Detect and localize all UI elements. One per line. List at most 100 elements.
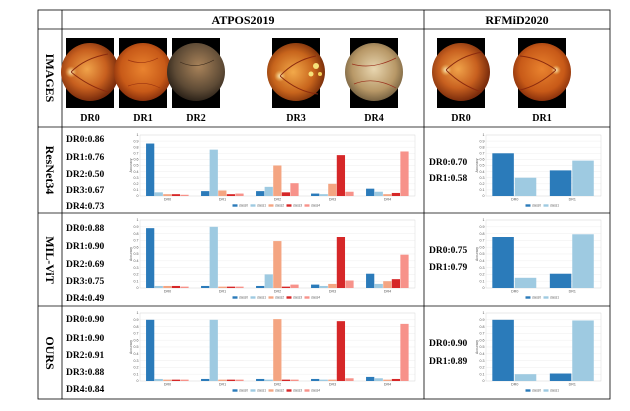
legend-swatch [543, 204, 549, 207]
legend-label: class0 [532, 204, 541, 208]
y-tick-label: 1 [483, 133, 485, 137]
y-tick-label: 0.1 [480, 279, 485, 283]
legend-swatch [232, 296, 238, 299]
x-tick-label: DR4 [384, 383, 391, 387]
y-tick-label: 0.6 [134, 245, 139, 249]
y-tick-label: 0 [483, 286, 485, 290]
acc-ours-atpos-2: DR2:0.91 [66, 351, 105, 361]
legend-swatch [304, 204, 310, 207]
caption-atpos-dr3: DR3 [286, 113, 305, 124]
acc-resnet-rfmid-1: DR1:0.58 [429, 174, 468, 184]
y-tick-label: 0.3 [134, 176, 139, 180]
y-tick-label: 0.1 [134, 372, 139, 376]
y-tick-label: 0.1 [134, 188, 139, 192]
acc-resnet-atpos-2: DR2:0.50 [66, 170, 105, 180]
y-tick-label: 0 [483, 194, 485, 198]
bar [218, 190, 227, 196]
legend-label: class1 [257, 204, 266, 208]
y-tick-label: 0.7 [134, 152, 139, 156]
bar [290, 183, 299, 196]
y-tick-label: 0.6 [480, 338, 485, 342]
bar [366, 273, 375, 288]
y-tick-label: 0.3 [480, 176, 485, 180]
bar [201, 191, 210, 196]
y-tick-label: 0.7 [480, 332, 485, 336]
legend-swatch [286, 389, 292, 392]
y-tick-label: 0.1 [480, 188, 485, 192]
y-tick-label: 0.9 [134, 225, 139, 229]
y-tick-label: 0.6 [480, 158, 485, 162]
bar [400, 151, 409, 196]
y-tick-label: 1 [137, 311, 139, 315]
bar [235, 286, 244, 288]
bar [549, 170, 572, 196]
legend-swatch [304, 389, 310, 392]
bar [328, 379, 337, 381]
x-tick-label: DR1 [569, 383, 576, 387]
bar [235, 193, 244, 196]
legend-label: class4 [311, 296, 320, 300]
y-tick-label: 0.4 [480, 259, 485, 263]
legend-label: class1 [550, 389, 559, 393]
bar [273, 165, 282, 196]
y-axis-label: Accuracy [475, 340, 479, 354]
y-tick-label: 0.5 [134, 252, 139, 256]
y-tick-label: 0.5 [134, 345, 139, 349]
bar [218, 379, 227, 381]
bar [366, 188, 375, 196]
bar [281, 286, 291, 288]
x-tick-label: DR1 [219, 198, 226, 202]
bar [163, 194, 172, 196]
y-tick-label: 0.2 [480, 273, 485, 277]
legend-label: class0 [532, 389, 541, 393]
y-tick-label: 0.5 [134, 164, 139, 168]
y-axis-label: Accuracy [129, 340, 133, 354]
y-tick-label: 0.3 [480, 266, 485, 270]
bar [171, 379, 181, 381]
acc-ours-atpos-3: DR3:0.88 [66, 368, 105, 378]
y-tick-label: 0.2 [134, 366, 139, 370]
y-tick-label: 0.8 [480, 325, 485, 329]
x-tick-label: DR0 [164, 290, 171, 294]
y-tick-label: 0.5 [480, 345, 485, 349]
bar [226, 194, 236, 196]
bar [264, 379, 273, 381]
bar [374, 191, 383, 196]
fundus-image-rfmid-dr0 [432, 38, 490, 108]
acc-milvit-atpos-0: DR0:0.88 [66, 224, 105, 234]
legend-swatch [268, 296, 274, 299]
y-tick-label: 0.4 [480, 170, 485, 174]
legend-label: class0 [239, 296, 248, 300]
legend-label: class0 [239, 389, 248, 393]
y-tick-label: 0.9 [134, 139, 139, 143]
acc-milvit-rfmid-0: DR0:0.75 [429, 246, 468, 256]
x-tick-label: DR1 [569, 290, 576, 294]
legend-swatch [525, 204, 531, 207]
x-tick-label: DR4 [384, 290, 391, 294]
y-tick-label: 0.7 [134, 239, 139, 243]
acc-resnet-rfmid-0: DR0:0.70 [429, 158, 468, 168]
y-tick-label: 0.9 [480, 225, 485, 229]
bar [492, 153, 514, 196]
bar [374, 283, 383, 288]
bar [290, 284, 299, 288]
legend-swatch [250, 204, 256, 207]
bar [273, 241, 282, 288]
bar [201, 378, 210, 381]
bar [209, 226, 218, 288]
y-tick-label: 0 [483, 379, 485, 383]
y-axis-label: Accuracy [129, 247, 133, 261]
y-tick-label: 0.8 [134, 145, 139, 149]
bar [391, 378, 401, 381]
accuracy-list-ours: DR0:0.90 DR1:0.90 DR2:0.91 DR3:0.88 DR4:… [66, 315, 468, 395]
row-label-ours: OURS [43, 336, 57, 370]
caption-atpos-dr0: DR0 [80, 113, 99, 124]
y-tick-label: 0.1 [480, 372, 485, 376]
legend-swatch [525, 296, 531, 299]
acc-ours-atpos-1: DR1:0.90 [66, 334, 105, 344]
y-axis-label: Accuracy [475, 247, 479, 261]
bar [256, 285, 265, 288]
chart-milvit-atpos: 0 0.1 0.2 0.3 0.4 0.5 0.6 0.7 0.8 0.9 1 Accuracy DR0… [129, 218, 416, 300]
legend-label: class3 [293, 296, 302, 300]
